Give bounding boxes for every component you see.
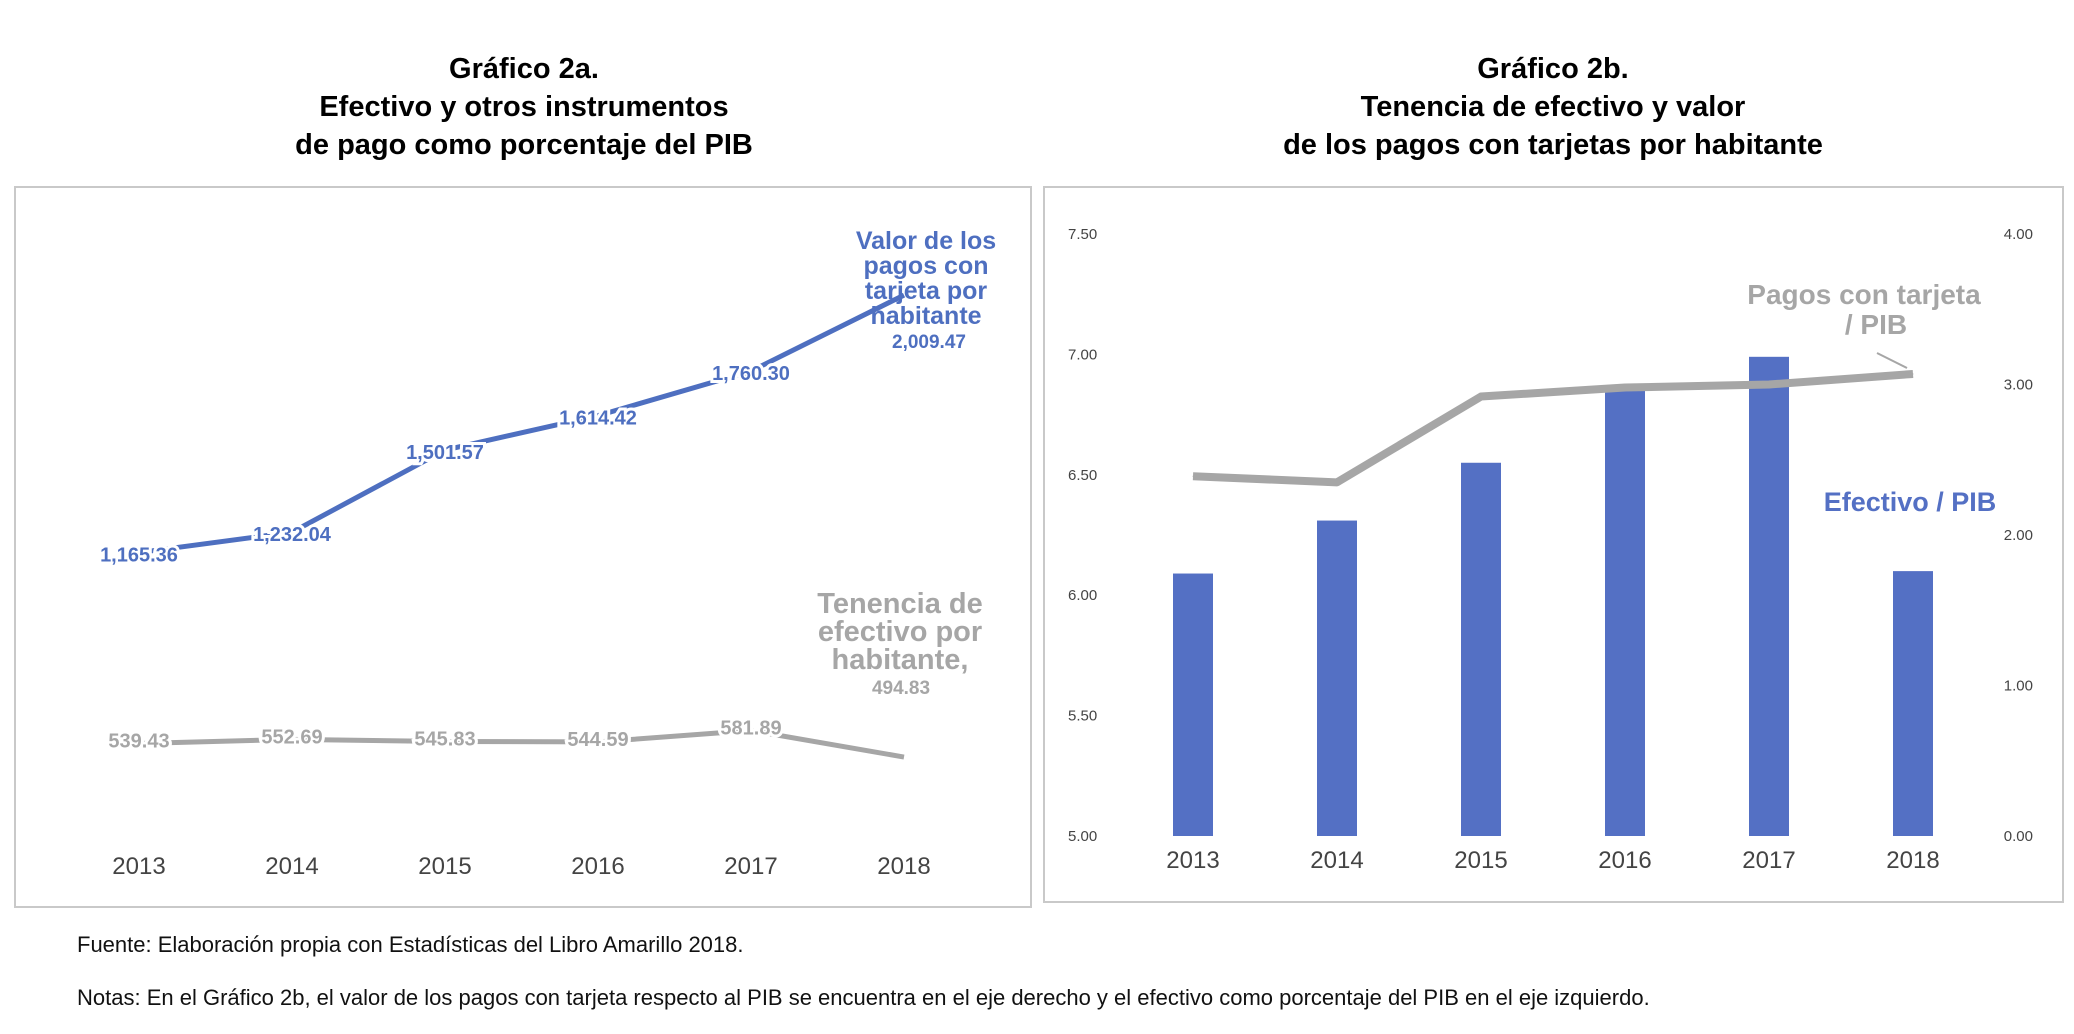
left-axis-tick-1: 5.50 <box>1068 708 1097 725</box>
bar-series-name: Efectivo / PIB <box>1824 487 1997 517</box>
x-tick-label-2017: 2017 <box>1742 847 1795 874</box>
bar-2015 <box>1461 462 1501 836</box>
bar-2014 <box>1317 520 1357 836</box>
right-axis-tick-4: 4.00 <box>2004 226 2033 243</box>
line-point-2013 <box>1192 475 1194 477</box>
series-name-line-0-1: pagos con <box>863 252 988 280</box>
data-label-1-5: 494.83 <box>872 678 930 699</box>
series-line-1 <box>138 728 905 760</box>
right-axis-tick-1: 1.00 <box>2004 678 2033 695</box>
chart-b-title-line-1: Gráfico 2b. <box>1477 53 1629 85</box>
series-name-line-0-0: Valor de los <box>856 227 996 255</box>
x-tick-label-2015: 2015 <box>1454 847 1507 874</box>
x-tick-label-2016: 2016 <box>1598 847 1651 874</box>
line-point-2017 <box>1768 384 1770 385</box>
line-point-2014 <box>1336 481 1338 483</box>
data-label-0-1: 1,232.04 <box>253 524 332 546</box>
line-series-leader <box>1876 352 1908 369</box>
x-tick-label-2014: 2014 <box>1310 847 1363 874</box>
chart-a-title-line-2: Efectivo y otros instrumentos <box>319 91 729 123</box>
data-label-0-3: 1,614.42 <box>559 408 637 430</box>
data-label-0-0: 1,165.36 <box>100 545 178 567</box>
chart-a-title-line-3: de pago como porcentaje del PIB <box>295 129 753 161</box>
x-tick-label-2014: 2014 <box>265 853 318 880</box>
right-axis-tick-0: 0.00 <box>2004 828 2033 845</box>
series-name-line-1-1: efectivo por <box>818 616 982 648</box>
data-label-0-2: 1,501.57 <box>406 442 484 464</box>
series-line-0 <box>138 292 906 556</box>
x-tick-label-2018: 2018 <box>1886 847 1939 874</box>
right-axis-tick-3: 3.00 <box>2004 377 2033 394</box>
chart-a-title: Gráfico 2a. Efectivo y otros instrumento… <box>14 50 1034 164</box>
series-name-line-0-2: tarjeta por <box>865 277 988 305</box>
notes-note: Notas: En el Gráfico 2b, el valor de los… <box>77 985 1650 1010</box>
chart-a-title-line-1: Gráfico 2a. <box>449 53 599 85</box>
chart-a-plot: 2013 2014 2015 2016 2017 2018 1,165.36 1,232.04… <box>97 227 996 880</box>
bar-2013 <box>1173 573 1213 836</box>
data-label-1-0: 539.43 <box>108 730 169 752</box>
line-series-name-line-1: / PIB <box>1845 309 1907 340</box>
left-axis-tick-0: 5.00 <box>1068 828 1097 845</box>
chart-b-title-line-3: de los pagos con tarjetas por habitante <box>1283 129 1823 161</box>
data-label-1-1: 552.69 <box>261 726 322 748</box>
data-label-1-4: 581.89 <box>720 718 781 740</box>
x-tick-label-2017: 2017 <box>724 853 777 880</box>
left-axis-tick-2: 6.00 <box>1068 587 1097 604</box>
line-point-2018 <box>1912 373 1914 375</box>
right-axis-tick-2: 2.00 <box>2004 527 2033 544</box>
series-name-line-1-0: Tenencia de <box>817 588 982 620</box>
line-point-2015 <box>1480 396 1482 398</box>
chart-b-panel: 5.00 5.50 6.00 6.50 7.00 7.50 0.00 1.00 2.00 3.00… <box>1043 186 2064 903</box>
bar-2017 <box>1749 356 1789 836</box>
chart-b-plot: 5.00 5.50 6.00 6.50 7.00 7.50 0.00 1.00 2.00 3.00… <box>1068 226 2033 874</box>
series-name-line-1-2: habitante, <box>832 644 969 676</box>
x-tick-label-2015: 2015 <box>418 853 471 880</box>
x-tick-label-2018: 2018 <box>877 853 930 880</box>
data-label-0-4: 1,760.30 <box>712 363 790 385</box>
series-name-line-0-3: habitante <box>870 302 981 330</box>
line-series-name-line-0: Pagos con tarjeta <box>1747 279 1981 310</box>
source-note: Fuente: Elaboración propia con Estadísti… <box>77 932 744 957</box>
chart-b-title-line-2: Tenencia de efectivo y valor <box>1360 91 1746 123</box>
line-point-2016 <box>1624 387 1626 389</box>
left-axis-tick-3: 6.50 <box>1068 467 1097 484</box>
bar-2018 <box>1893 571 1933 836</box>
x-tick-label-2013: 2013 <box>1166 847 1219 874</box>
chart-b-title: Gráfico 2b. Tenencia de efectivo y valor… <box>1043 50 2063 164</box>
x-tick-label-2013: 2013 <box>112 853 165 880</box>
data-label-1-2: 545.83 <box>414 729 475 751</box>
left-axis-tick-4: 7.00 <box>1068 346 1097 363</box>
data-label-0-5: 2,009.47 <box>892 332 966 353</box>
data-label-1-3: 544.59 <box>567 729 628 751</box>
line-series <box>1192 369 1914 487</box>
x-tick-label-2016: 2016 <box>571 853 624 880</box>
chart-a-panel: 2013 2014 2015 2016 2017 2018 1,165.36 1,232.04… <box>14 186 1032 908</box>
left-axis-tick-5: 7.50 <box>1068 226 1097 243</box>
bar-2016 <box>1605 388 1645 836</box>
